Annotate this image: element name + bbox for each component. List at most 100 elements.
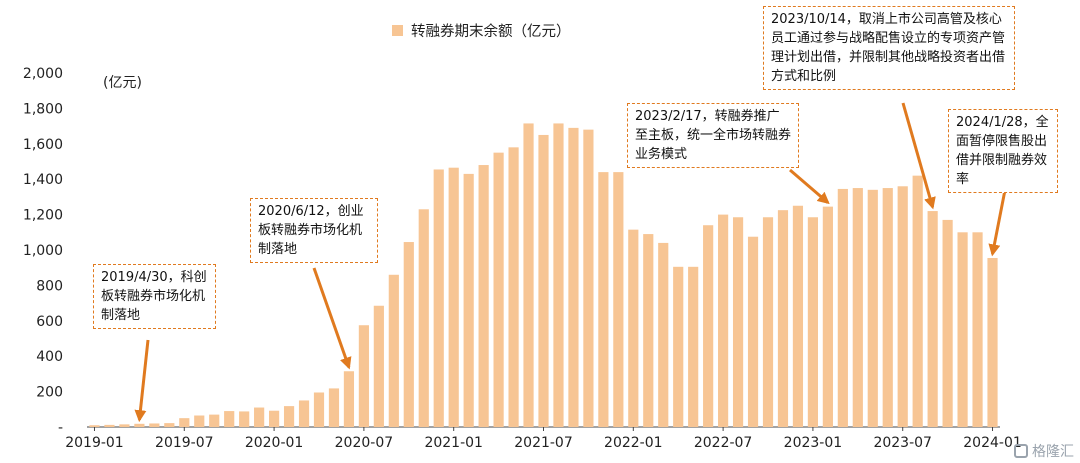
- bar: [164, 423, 175, 427]
- bar: [897, 186, 908, 427]
- bar: [628, 229, 639, 427]
- bar: [343, 371, 355, 427]
- annotation-arrow: [901, 102, 936, 210]
- bar: [822, 206, 833, 427]
- watermark-text: 格隆汇: [1032, 444, 1074, 460]
- x-tick-label: 2020-07: [335, 435, 394, 451]
- legend-label: 转融券期末余额（亿元）: [411, 24, 571, 40]
- y-tick-label: 1,200: [23, 208, 63, 224]
- bar: [747, 236, 759, 427]
- bar: [867, 189, 878, 427]
- annotation-arrows: [134, 102, 1007, 423]
- watermark-logo-icon: [1014, 444, 1028, 458]
- bar: [388, 274, 399, 427]
- bar: [298, 400, 310, 427]
- bar: [313, 392, 325, 427]
- bar: [478, 165, 489, 428]
- bar: [104, 424, 115, 427]
- y-tick-label: 200: [36, 385, 63, 401]
- bar: [568, 127, 579, 428]
- bar: [837, 188, 848, 427]
- legend: 转融券期末余额（亿元）: [392, 20, 571, 41]
- y-tick-label: -: [58, 420, 63, 436]
- bar: [119, 424, 130, 427]
- y-tick-label: 1,800: [23, 101, 63, 117]
- bar: [283, 406, 295, 427]
- bar: [673, 266, 684, 427]
- bar: [942, 219, 953, 427]
- y-tick-label: 1,400: [23, 172, 63, 188]
- x-axis: 2019-01 2019-07 2020-01 2020-07 2021-01 2021-…: [65, 426, 1022, 451]
- bar: [254, 407, 265, 427]
- bar: [403, 242, 414, 427]
- y-tick-label: 1,000: [23, 243, 63, 259]
- annotation-arrow: [312, 267, 352, 370]
- bar: [732, 217, 744, 427]
- y-tick-label: 400: [36, 349, 63, 365]
- bar: [987, 257, 998, 427]
- x-tick-label: 2020-01: [245, 435, 304, 451]
- annotation-arrow: [134, 339, 150, 423]
- bar: [852, 188, 863, 427]
- bar: [658, 242, 669, 427]
- bar: [553, 123, 564, 427]
- bar: [134, 423, 145, 427]
- bar: [912, 175, 923, 427]
- bar: [269, 410, 280, 427]
- bar: [328, 388, 340, 427]
- annotation-arrow: [988, 189, 1007, 257]
- legend-swatch: [392, 25, 403, 36]
- bar: [643, 234, 654, 427]
- bar: [882, 188, 893, 427]
- bar: [508, 147, 519, 427]
- bar: [807, 217, 818, 427]
- x-tick-label: 2019-01: [65, 435, 124, 451]
- y-axis: - 200 400 600 800 1,000 1,200 1,400 1,600 1,800 2,…: [23, 66, 63, 436]
- y-tick-label: 2,000: [23, 66, 63, 82]
- bar: [463, 173, 474, 427]
- annotation-2024: 2024/1/28，全面暂停限售股出借并限制融券效率: [948, 109, 1058, 193]
- bar: [358, 325, 369, 427]
- x-tick-label: 2022-07: [694, 435, 753, 451]
- bar: [703, 225, 714, 427]
- y-unit-label: (亿元): [103, 75, 142, 91]
- watermark: 格隆汇: [1014, 441, 1074, 461]
- bar: [792, 205, 804, 427]
- bar: [239, 411, 250, 427]
- annotation-2020: 2020/6/12，创业板转融券市场化机制落地: [250, 198, 378, 263]
- x-tick-label: 2023-07: [873, 435, 932, 451]
- bar: [523, 123, 534, 427]
- bar: [927, 211, 938, 427]
- y-tick-label: 1,600: [23, 137, 63, 153]
- bar: [762, 217, 774, 427]
- bar: [448, 167, 459, 427]
- bar: [433, 169, 444, 427]
- x-tick-label: 2023-01: [784, 435, 843, 451]
- annotation-2023-oct: 2023/10/14，取消上市公司高管及核心员工通过参与战略配售设立的专项资产管…: [763, 6, 1015, 90]
- bar: [688, 266, 699, 427]
- x-tick-label: 2022-01: [604, 435, 663, 451]
- bar: [149, 423, 160, 427]
- bar: [373, 305, 384, 427]
- x-tick-label: 2021-07: [514, 435, 573, 451]
- bar: [418, 209, 429, 427]
- bar: [598, 172, 609, 427]
- x-tick-label: 2021-01: [424, 435, 483, 451]
- bar: [972, 232, 983, 427]
- annotation-2023-feb: 2023/2/17，转融券推广至主板，统一全市场转融券业务模式: [627, 103, 799, 168]
- annotation-arrow: [789, 168, 830, 205]
- bar: [89, 425, 100, 427]
- y-tick-label: 800: [36, 278, 63, 294]
- bar: [209, 414, 220, 427]
- bar: [957, 232, 968, 427]
- annotation-2019: 2019/4/30，科创板转融券市场化机制落地: [93, 264, 216, 329]
- bar: [194, 415, 205, 427]
- bar: [493, 152, 504, 427]
- bar: [777, 210, 789, 427]
- bar: [613, 172, 624, 427]
- bar: [224, 411, 235, 427]
- bar: [583, 129, 594, 427]
- bars: [89, 123, 998, 428]
- bar: [538, 134, 549, 427]
